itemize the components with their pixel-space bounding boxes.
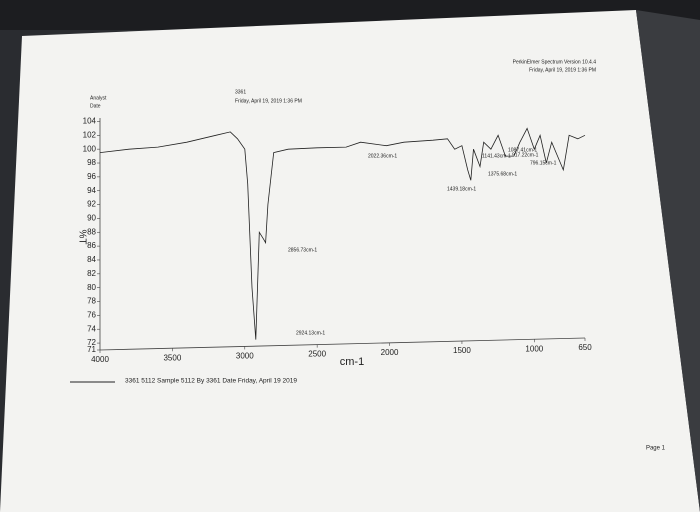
peak-label: 2856.73cm-1 <box>288 247 317 253</box>
x-tick-label: 3500 <box>163 353 181 362</box>
peak-label: 917.22cm-1 <box>512 152 539 158</box>
peak-label: 2924.13cm-1 <box>296 330 325 336</box>
legend-label: 3361 5112 Sample 5112 By 3361 Date Frida… <box>125 378 297 385</box>
x-tick-label: 650 <box>578 343 592 352</box>
footer: Page 1 <box>646 446 666 452</box>
peak-label: 1141.43cm-1 <box>482 153 511 159</box>
y-tick-label: 78 <box>87 297 96 306</box>
y-tick-label: 84 <box>87 255 96 264</box>
x-tick-label: 3000 <box>236 352 254 361</box>
y-tick-label: 96 <box>87 172 96 181</box>
y-tick-label: 74 <box>87 324 96 333</box>
peak-label: 1375.68cm-1 <box>488 171 517 177</box>
peak-label: 1087.41cm-1 <box>508 147 537 153</box>
date-label: Date <box>90 103 101 109</box>
date: Friday, April 19, 2019 1:36 PM <box>235 98 302 104</box>
x-axis-label: cm-1 <box>340 356 364 368</box>
header: PerkinElmer Spectrum Version 10.4.4 <box>513 59 597 65</box>
analyst-label: Analyst <box>90 95 107 101</box>
x-tick-label: 2000 <box>381 348 399 357</box>
y-tick-label: 94 <box>87 186 96 195</box>
y-tick-label: 82 <box>87 269 96 278</box>
analyst: 3361 <box>235 89 246 95</box>
y-tick-label: 71 <box>87 345 96 354</box>
y-tick-label: 104 <box>83 117 97 126</box>
shadow <box>636 10 700 512</box>
peak-label: 2022.36cm-1 <box>368 153 397 159</box>
y-tick-label: 76 <box>87 310 96 319</box>
x-tick-label: 4000 <box>91 355 109 364</box>
x-tick-label: 1000 <box>525 344 543 353</box>
x-tick-label: 1500 <box>453 346 471 355</box>
y-tick-label: 80 <box>87 283 96 292</box>
y-tick-label: 102 <box>83 130 97 139</box>
peak-label: 796.15cm-1 <box>530 160 557 166</box>
y-tick-label: 92 <box>87 200 96 209</box>
header: Friday, April 19, 2019 1:36 PM <box>529 67 596 73</box>
y-tick-label: 90 <box>87 214 96 223</box>
x-tick-label: 2500 <box>308 350 326 359</box>
y-tick-label: 72 <box>87 338 96 347</box>
peak-label: 1439.18cm-1 <box>447 186 476 192</box>
y-tick-label: 86 <box>87 241 96 250</box>
y-axis-label: %T <box>76 230 87 245</box>
y-tick-label: 100 <box>83 144 97 153</box>
x-axis <box>99 337 586 351</box>
spectrum-line <box>99 127 586 340</box>
y-tick-label: 98 <box>87 158 96 167</box>
y-tick-label: 88 <box>87 227 96 236</box>
paper <box>0 10 700 512</box>
